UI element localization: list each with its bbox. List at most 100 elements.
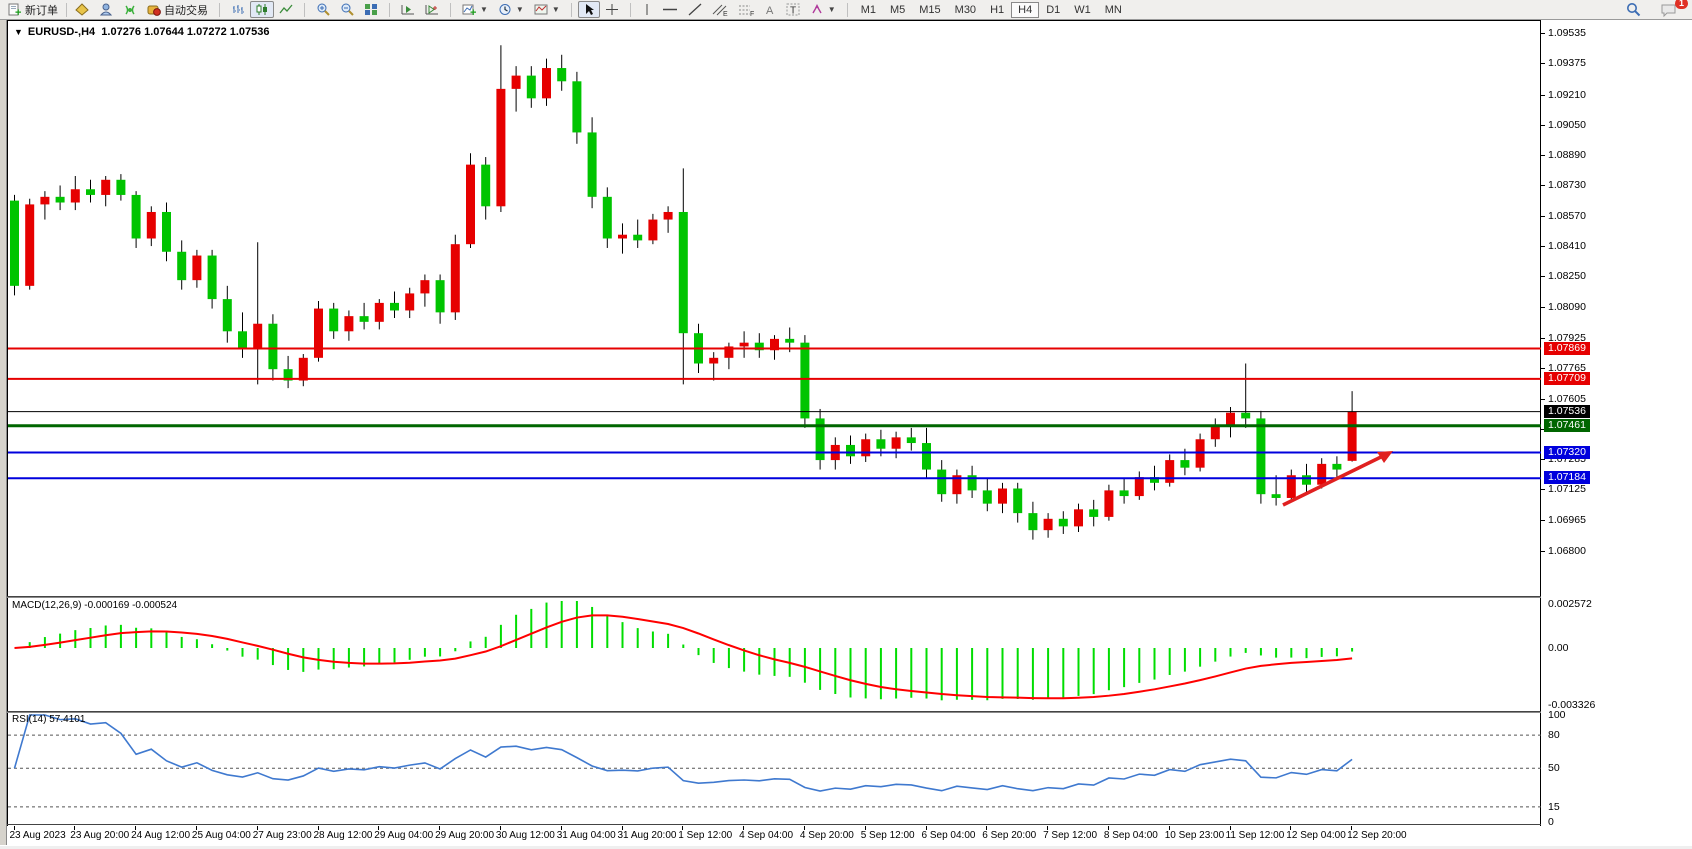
candle[interactable]: [815, 408, 825, 470]
candle[interactable]: [906, 427, 916, 451]
new-order-button[interactable]: + 新订单: [3, 0, 63, 20]
arrows-button[interactable]: ▼: [805, 1, 841, 18]
candle[interactable]: [405, 287, 415, 319]
timeframe-button-h1[interactable]: H1: [990, 3, 1005, 16]
time-axis[interactable]: 23 Aug 2023 23 Aug 20:00 24 Aug 12:00 25 Au…: [7, 826, 1541, 845]
horizontal-line-button[interactable]: [657, 1, 683, 18]
candle[interactable]: [1134, 471, 1144, 500]
candle[interactable]: [952, 469, 962, 504]
candle[interactable]: [542, 58, 551, 106]
zoom-in-button[interactable]: [311, 1, 335, 18]
price-axis[interactable]: 1.09535 1.09375 1.09210 1.09050 1.08890 1.087…: [1541, 20, 1692, 845]
indicators-button[interactable]: + ▼: [457, 1, 493, 18]
timeframe-button-m5[interactable]: M5: [889, 3, 906, 16]
candle[interactable]: [1104, 484, 1114, 521]
fibonacci-button[interactable]: F: [733, 1, 759, 18]
candle[interactable]: [40, 191, 50, 220]
bar-chart-button[interactable]: [226, 1, 250, 18]
candle[interactable]: [1028, 501, 1038, 540]
candle[interactable]: [967, 465, 977, 498]
pane-splitter-rsi[interactable]: [7, 711, 1541, 713]
vertical-line-button[interactable]: [637, 1, 657, 18]
candle[interactable]: [374, 299, 384, 330]
tile-windows-button[interactable]: [359, 1, 383, 18]
candle[interactable]: [648, 213, 658, 245]
candle[interactable]: [618, 223, 627, 254]
candle[interactable]: [344, 310, 354, 341]
candle[interactable]: [55, 185, 65, 211]
candle[interactable]: [982, 479, 992, 512]
candle[interactable]: [1074, 503, 1083, 533]
chart-shift-button[interactable]: [420, 1, 444, 18]
candle[interactable]: [253, 242, 263, 385]
candle[interactable]: [587, 117, 597, 209]
candle[interactable]: [511, 66, 521, 112]
zoom-out-button[interactable]: [335, 1, 359, 18]
candle[interactable]: [572, 71, 582, 144]
candle[interactable]: [709, 352, 719, 381]
candle[interactable]: [1165, 454, 1175, 487]
candle[interactable]: [1210, 418, 1220, 447]
candle[interactable]: [724, 342, 734, 370]
line-chart-button[interactable]: [274, 1, 298, 18]
candle[interactable]: [101, 175, 111, 207]
candle[interactable]: [937, 460, 947, 502]
candle[interactable]: [846, 435, 855, 464]
candle[interactable]: [222, 285, 232, 343]
candle[interactable]: [891, 431, 901, 459]
candle[interactable]: [633, 219, 643, 248]
candle[interactable]: [207, 249, 217, 309]
pane-splitter-macd[interactable]: [7, 596, 1541, 598]
rsi-indicator-pane[interactable]: [8, 713, 1541, 824]
candle[interactable]: [162, 202, 171, 262]
candle[interactable]: [602, 187, 612, 248]
candle[interactable]: [116, 174, 126, 201]
periods-button[interactable]: ▼: [493, 1, 529, 18]
candle[interactable]: [329, 302, 339, 339]
candle[interactable]: [192, 249, 202, 288]
candle[interactable]: [435, 274, 445, 324]
candle[interactable]: [800, 335, 810, 428]
macd-indicator-pane[interactable]: [8, 598, 1541, 711]
candle[interactable]: [390, 291, 399, 319]
candle[interactable]: [663, 206, 673, 233]
candle[interactable]: [1317, 458, 1327, 489]
candle[interactable]: [739, 331, 749, 358]
candle[interactable]: [481, 157, 491, 220]
candle[interactable]: [146, 206, 156, 247]
search-button[interactable]: [1621, 0, 1646, 19]
timeframe-button-m1[interactable]: M1: [860, 3, 876, 16]
market-depth-button[interactable]: [94, 1, 118, 18]
collapse-triangle-icon[interactable]: ▼: [14, 27, 23, 37]
candle[interactable]: [1089, 499, 1099, 527]
candle[interactable]: [1241, 363, 1251, 428]
notifications-button[interactable]: 1: [1656, 0, 1688, 19]
candle[interactable]: [496, 45, 506, 212]
cursor-button[interactable]: [577, 1, 600, 18]
candle[interactable]: [314, 300, 323, 362]
timeframe-button-d1[interactable]: D1: [1046, 3, 1061, 16]
candle[interactable]: [25, 198, 35, 290]
candle[interactable]: [238, 312, 247, 358]
trendline-button[interactable]: [683, 1, 707, 18]
candle[interactable]: [1332, 456, 1342, 480]
candle[interactable]: [1058, 511, 1068, 534]
templates-dropdown-caret[interactable]: ▼: [551, 5, 560, 14]
sound-button[interactable]: [118, 1, 142, 18]
candle[interactable]: [754, 333, 764, 358]
auto-trading-button[interactable]: 自动交易: [142, 0, 213, 20]
candle[interactable]: [1271, 475, 1281, 506]
candle[interactable]: [998, 482, 1007, 514]
candle[interactable]: [1043, 513, 1053, 538]
candle[interactable]: [557, 54, 567, 91]
equidistant-channel-button[interactable]: E: [707, 1, 733, 18]
timeframe-button-h4[interactable]: H4: [1011, 1, 1040, 18]
timeframe-button-m30[interactable]: M30: [954, 3, 977, 16]
text-button[interactable]: A: [759, 1, 781, 18]
candlestick-chart-button[interactable]: [250, 1, 274, 18]
candle[interactable]: [678, 168, 688, 385]
candle[interactable]: [10, 194, 19, 296]
timeframe-button-mn[interactable]: MN: [1104, 3, 1122, 16]
candle[interactable]: [283, 355, 293, 389]
candle[interactable]: [1013, 482, 1023, 523]
